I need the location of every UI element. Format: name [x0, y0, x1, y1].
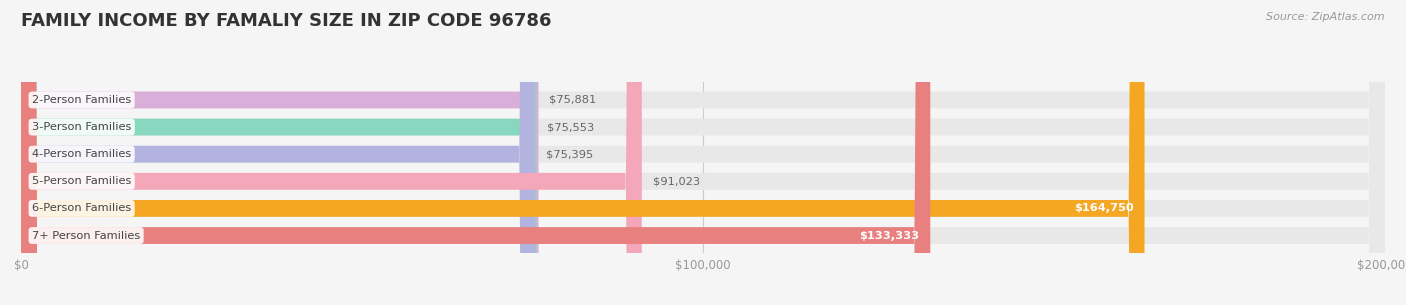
FancyBboxPatch shape	[21, 0, 931, 305]
Text: $164,750: $164,750	[1074, 203, 1133, 213]
FancyBboxPatch shape	[21, 0, 1385, 305]
Text: FAMILY INCOME BY FAMALIY SIZE IN ZIP CODE 96786: FAMILY INCOME BY FAMALIY SIZE IN ZIP COD…	[21, 12, 551, 30]
Text: 3-Person Families: 3-Person Families	[32, 122, 131, 132]
Text: 7+ Person Families: 7+ Person Families	[32, 231, 141, 241]
FancyBboxPatch shape	[21, 0, 1385, 305]
FancyBboxPatch shape	[21, 0, 1385, 305]
Text: Source: ZipAtlas.com: Source: ZipAtlas.com	[1267, 12, 1385, 22]
Text: 5-Person Families: 5-Person Families	[32, 176, 131, 186]
Text: 6-Person Families: 6-Person Families	[32, 203, 131, 213]
FancyBboxPatch shape	[21, 0, 641, 305]
Text: 2-Person Families: 2-Person Families	[32, 95, 131, 105]
FancyBboxPatch shape	[21, 0, 538, 305]
FancyBboxPatch shape	[21, 0, 536, 305]
Text: 4-Person Families: 4-Person Families	[32, 149, 131, 159]
Text: $75,395: $75,395	[546, 149, 593, 159]
FancyBboxPatch shape	[21, 0, 1385, 305]
Text: $133,333: $133,333	[859, 231, 920, 241]
FancyBboxPatch shape	[21, 0, 1385, 305]
FancyBboxPatch shape	[21, 0, 1385, 305]
FancyBboxPatch shape	[21, 0, 536, 305]
Text: $75,881: $75,881	[550, 95, 596, 105]
FancyBboxPatch shape	[21, 0, 1144, 305]
Text: $91,023: $91,023	[652, 176, 700, 186]
Text: $75,553: $75,553	[547, 122, 595, 132]
